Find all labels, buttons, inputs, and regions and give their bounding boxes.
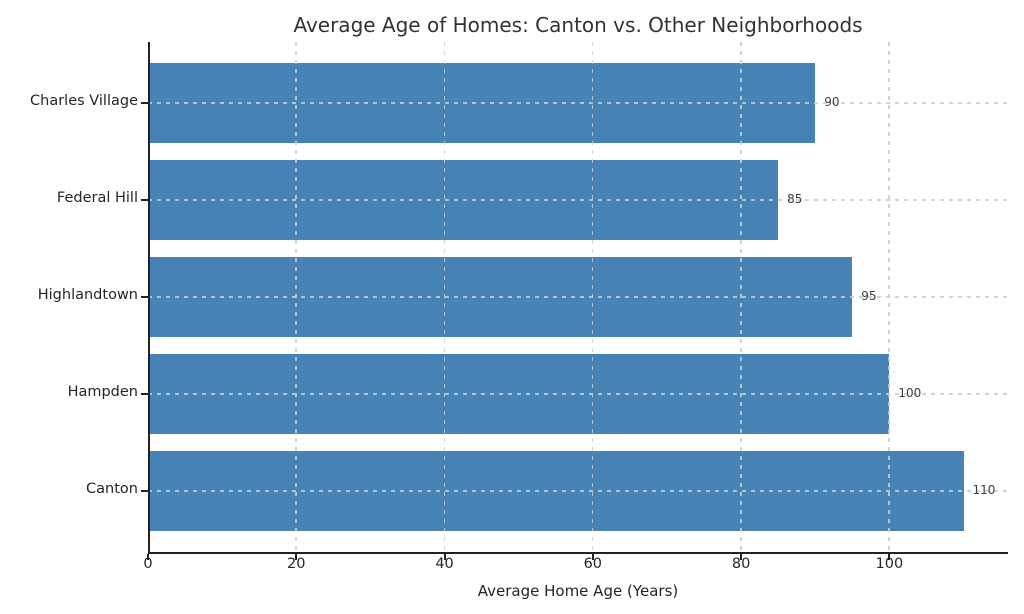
- chart-title: Average Age of Homes: Canton vs. Other N…: [293, 13, 863, 37]
- x-tick-mark: [888, 554, 891, 560]
- y-gridline: [148, 296, 1008, 298]
- y-tick-label: Canton: [86, 481, 138, 497]
- plot-area: 90 85 95 100 110: [141, 42, 1008, 560]
- bar-value-label: 90: [824, 95, 840, 109]
- x-tick-label: 40: [435, 556, 454, 572]
- x-tick-mark: [147, 554, 149, 560]
- y-gridline: [148, 490, 1008, 492]
- x-tick-label: 100: [875, 556, 904, 572]
- x-tick-mark: [295, 554, 298, 560]
- x-tick-mark: [740, 554, 743, 560]
- y-axis-spine: [148, 42, 150, 554]
- y-gridline: [148, 102, 1008, 104]
- y-gridline: [148, 393, 1008, 395]
- y-tick-label: Hampden: [67, 384, 138, 400]
- y-tick-label: Charles Village: [30, 93, 138, 109]
- x-axis-label: Average Home Age (Years): [477, 582, 679, 600]
- x-tick-label: 80: [731, 556, 751, 572]
- bar-value-label: 85: [787, 192, 803, 206]
- y-tick-label: Federal Hill: [56, 190, 138, 206]
- y-tick-mark: [141, 102, 148, 104]
- x-tick-label: 0: [143, 556, 153, 572]
- y-tick-mark: [141, 490, 148, 492]
- y-tick-mark: [141, 199, 148, 201]
- bar-value-label: 110: [972, 483, 996, 497]
- x-axis-spine: [148, 552, 1008, 554]
- y-tick-label: Highlandtown: [37, 287, 138, 303]
- y-gridline: [148, 199, 1008, 201]
- x-tick-label: 20: [287, 556, 306, 572]
- bar-value-label: 100: [898, 386, 922, 400]
- x-tick-mark: [591, 554, 594, 560]
- y-tick-mark: [141, 296, 148, 298]
- x-tick-label: 60: [583, 556, 603, 572]
- bar-value-label: 95: [861, 289, 877, 303]
- x-tick-mark: [443, 554, 446, 560]
- y-tick-mark: [141, 393, 148, 395]
